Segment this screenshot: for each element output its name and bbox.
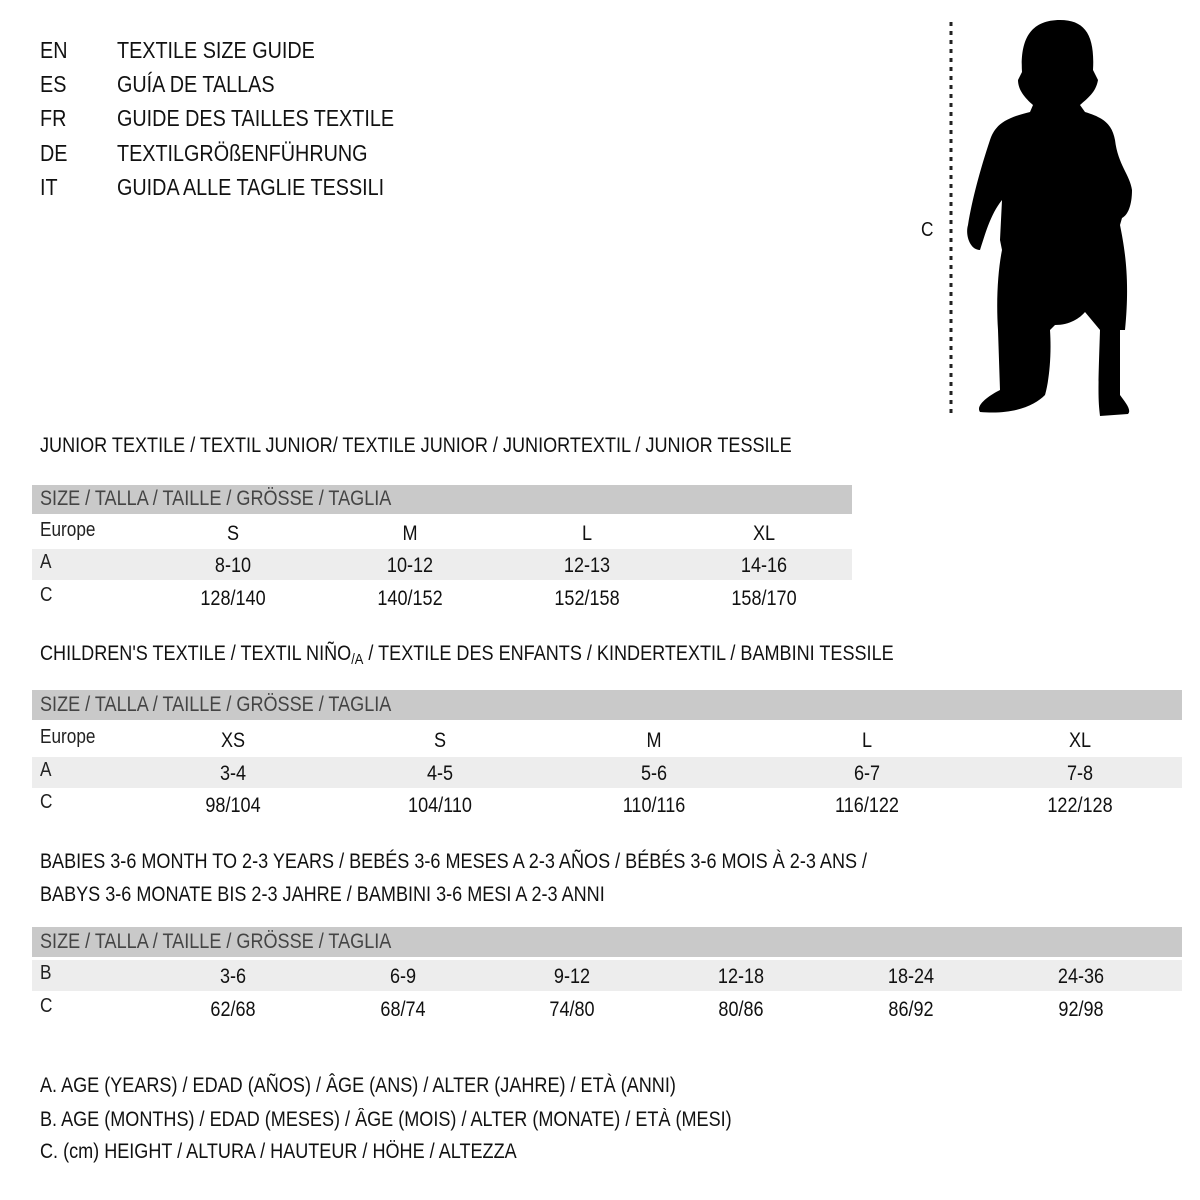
table-cell: S	[226, 522, 240, 545]
table-cell: 152/158	[554, 587, 620, 610]
row-label: A	[40, 759, 52, 781]
table-header: SIZE / TALLA / TAILLE / GRÖSSE / TAGLIA	[40, 487, 392, 510]
row-label: C	[40, 995, 53, 1017]
table-cell: S	[433, 729, 447, 752]
table-cell: 14-16	[740, 554, 788, 577]
lang-code: FR	[40, 105, 67, 131]
table-cell: 10-12	[386, 554, 434, 577]
table-cell: 98/104	[205, 794, 261, 817]
legend-item-c: C. (cm) HEIGHT / ALTURA / HAUTEUR / HÖHE…	[40, 1140, 517, 1163]
row-label: B	[40, 962, 52, 984]
table-cell: 9-12	[553, 965, 591, 988]
babies-section-title-line1: BABIES 3-6 MONTH TO 2-3 YEARS / BEBÉS 3-…	[40, 850, 868, 873]
alt-row-bg	[32, 757, 1182, 788]
table-cell: 86/92	[888, 998, 934, 1021]
row-label: Europe	[40, 519, 96, 541]
babies-section-title-line2: BABYS 3-6 MONATE BIS 2-3 JAHRE / BAMBINI…	[40, 883, 605, 906]
table-header-bar	[32, 690, 1182, 720]
row-label: Europe	[40, 726, 96, 748]
table-cell: 8-10	[214, 554, 252, 577]
table-cell: 68/74	[380, 998, 426, 1021]
lang-title: TEXTILGRÖßENFÜHRUNG	[117, 140, 368, 166]
table-cell: 110/116	[622, 794, 686, 817]
table-cell: XS	[220, 729, 246, 752]
table-cell: 6-9	[389, 965, 417, 988]
title-main: CHILDREN'S TEXTILE / TEXTIL NIÑO	[40, 642, 352, 665]
lang-title: TEXTILE SIZE GUIDE	[117, 37, 315, 63]
table-cell: 12-18	[717, 965, 765, 988]
table-header: SIZE / TALLA / TAILLE / GRÖSSE / TAGLIA	[40, 693, 392, 716]
lang-code: EN	[40, 37, 68, 63]
table-cell: M	[646, 729, 662, 752]
table-cell: 3-6	[219, 965, 247, 988]
height-measure-label: C	[921, 219, 934, 241]
table-cell: 12-13	[563, 554, 611, 577]
table-cell: 104/110	[408, 794, 472, 817]
children-section-title: CHILDREN'S TEXTILE / TEXTIL NIÑO/A / TEX…	[40, 640, 894, 674]
table-cell: 128/140	[200, 587, 266, 610]
table-cell: L	[861, 729, 873, 752]
lang-title: GUIDE DES TAILLES TEXTILE	[117, 105, 395, 131]
row-label: C	[40, 584, 53, 606]
table-cell: 140/152	[377, 587, 443, 610]
row-label: A	[40, 551, 52, 573]
legend-item-b: B. AGE (MONTHS) / EDAD (MESES) / ÂGE (MO…	[40, 1108, 732, 1131]
lang-title: GUIDA ALLE TAGLIE TESSILI	[117, 174, 385, 200]
table-header-bar	[32, 485, 852, 514]
title-sub: /A	[351, 651, 364, 668]
table-cell: XL	[1068, 729, 1092, 752]
lang-title: GUÍA DE TALLAS	[117, 71, 275, 97]
height-dotted-line	[949, 22, 953, 414]
table-cell: 92/98	[1058, 998, 1104, 1021]
lang-code: DE	[40, 140, 68, 166]
alt-row-bg	[32, 960, 1182, 991]
table-cell: 3-4	[219, 762, 247, 785]
legend-item-a: A. AGE (YEARS) / EDAD (AÑOS) / ÂGE (ANS)…	[40, 1074, 676, 1097]
alt-row-bg	[32, 549, 852, 580]
table-cell: 24-36	[1057, 965, 1105, 988]
junior-section-title: JUNIOR TEXTILE / TEXTIL JUNIOR/ TEXTILE …	[40, 434, 792, 457]
table-cell: M	[402, 522, 418, 545]
row-label: C	[40, 791, 53, 813]
table-header-bar	[32, 927, 1182, 957]
table-cell: 122/128	[1047, 794, 1113, 817]
table-cell: 5-6	[640, 762, 668, 785]
table-cell: 74/80	[549, 998, 595, 1021]
table-cell: 158/170	[731, 587, 797, 610]
table-cell: L	[581, 522, 593, 545]
lang-code: IT	[40, 174, 58, 200]
table-cell: 4-5	[426, 762, 454, 785]
lang-code: ES	[40, 71, 67, 97]
table-cell: 80/86	[718, 998, 764, 1021]
table-cell: XL	[752, 522, 776, 545]
table-cell: 18-24	[887, 965, 935, 988]
table-cell: 116/122	[835, 794, 899, 817]
table-header: SIZE / TALLA / TAILLE / GRÖSSE / TAGLIA	[40, 930, 392, 953]
table-cell: 62/68	[210, 998, 256, 1021]
table-cell: 7-8	[1066, 762, 1094, 785]
title-rest: / TEXTILE DES ENFANTS / KINDERTEXTIL / B…	[363, 642, 894, 665]
child-silhouette-icon	[967, 20, 1132, 416]
table-cell: 6-7	[853, 762, 881, 785]
